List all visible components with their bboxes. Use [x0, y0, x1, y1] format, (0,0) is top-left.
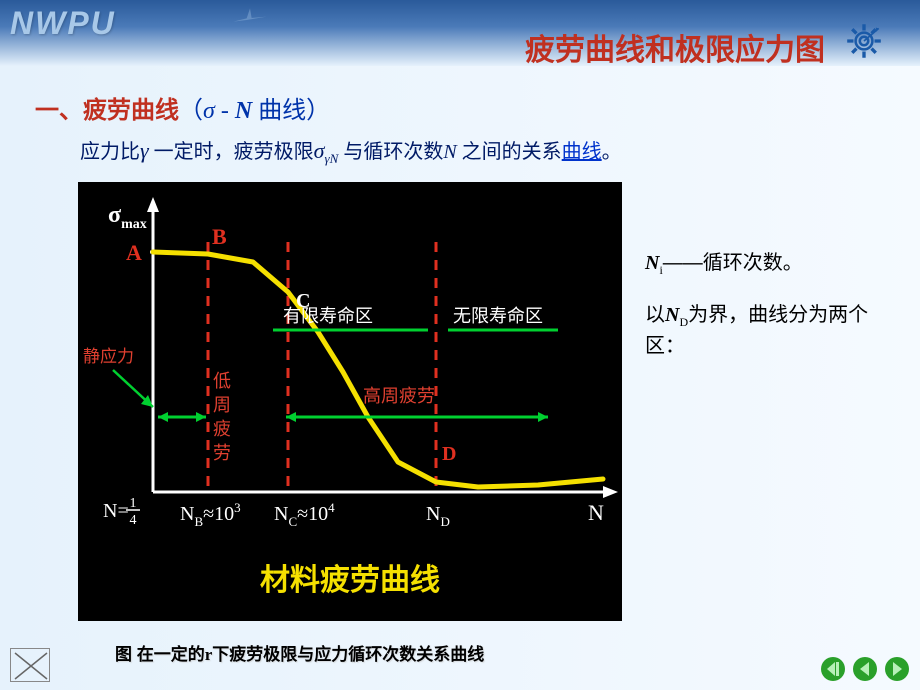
- sigma-symbol: σ: [203, 98, 215, 124]
- svg-text:疲: 疲: [213, 419, 231, 439]
- svg-text:低: 低: [213, 371, 231, 391]
- svg-text:静应力: 静应力: [83, 347, 134, 366]
- side-note-1: Ni——循环次数。: [645, 248, 803, 279]
- gear-icon: [843, 20, 885, 62]
- figure-caption: 图 在一定的r下疲劳极限与应力循环次数关系曲线: [115, 640, 484, 665]
- dash-sym: ——: [663, 252, 703, 274]
- svg-text:A: A: [126, 240, 142, 265]
- description-line: 应力比γ 一定时，疲劳极限σγN 与循环次数N 之间的关系曲线。: [80, 135, 622, 167]
- cap-t1: 图 在一定的: [115, 645, 205, 664]
- fatigue-curve-chart: σmaxNABCDN=14NB≈103NC≈104ND有限寿命区无限寿命区高周疲…: [78, 182, 622, 621]
- n-symbol: N: [235, 98, 252, 124]
- svg-text:D: D: [442, 443, 456, 465]
- gamma-symbol: γ: [140, 138, 149, 163]
- desc-t1: 应力比: [80, 141, 140, 163]
- nav-first-button[interactable]: [820, 656, 846, 682]
- side2-t1: 以: [645, 304, 665, 326]
- slide-title: 疲劳曲线和极限应力图: [525, 25, 825, 69]
- side-note-2: 以ND为界，曲线分为两个区：: [645, 300, 905, 361]
- desc-period: 。: [602, 141, 622, 163]
- section-suffix: 曲线）: [252, 98, 330, 124]
- svg-text:有限寿命区: 有限寿命区: [283, 306, 373, 326]
- n-symbol-2: N: [443, 141, 456, 163]
- slide-header: NWPU 疲劳曲线和极限应力图: [0, 0, 920, 66]
- svg-text:N=: N=: [103, 500, 129, 522]
- sigma-symbol-2: σ: [314, 138, 325, 163]
- desc-t4: 之间的关系: [457, 141, 562, 163]
- svg-text:4: 4: [130, 513, 137, 528]
- cap-t2: 下疲劳极限与应力循环次数关系曲线: [212, 645, 484, 664]
- logo-text: NWPU: [10, 5, 116, 42]
- side1-text: 循环次数。: [703, 252, 803, 274]
- svg-text:无限寿命区: 无限寿命区: [453, 306, 543, 326]
- svg-text:NC≈104: NC≈104: [274, 500, 335, 529]
- dash: -: [215, 98, 235, 124]
- svg-text:高周疲劳: 高周疲劳: [363, 386, 435, 406]
- svg-text:B: B: [212, 224, 227, 249]
- sigma-sub: γN: [325, 151, 339, 166]
- svg-text:1: 1: [130, 496, 137, 511]
- nav-prev-button[interactable]: [852, 656, 878, 682]
- desc-t2: 一定时，疲劳极限: [149, 141, 314, 163]
- svg-text:劳: 劳: [213, 443, 231, 463]
- svg-text:材料疲劳曲线: 材料疲劳曲线: [260, 564, 440, 597]
- svg-text:N: N: [588, 500, 604, 525]
- section-heading: 一、疲劳曲线（σ - N 曲线）: [35, 90, 330, 125]
- curve-link[interactable]: 曲线: [562, 141, 602, 163]
- nav-next-button[interactable]: [884, 656, 910, 682]
- paren-open: （: [179, 98, 203, 124]
- desc-t3: 与循环次数: [338, 141, 443, 163]
- n-sym: N: [645, 252, 659, 274]
- nav-back-box[interactable]: [10, 648, 50, 682]
- nd-sym: N: [665, 304, 679, 326]
- svg-text:NB≈103: NB≈103: [180, 500, 241, 529]
- section-label: 疲劳曲线: [83, 97, 179, 124]
- svg-text:周: 周: [213, 395, 231, 415]
- nd-sub: D: [679, 315, 688, 329]
- section-prefix: 一、: [35, 97, 83, 124]
